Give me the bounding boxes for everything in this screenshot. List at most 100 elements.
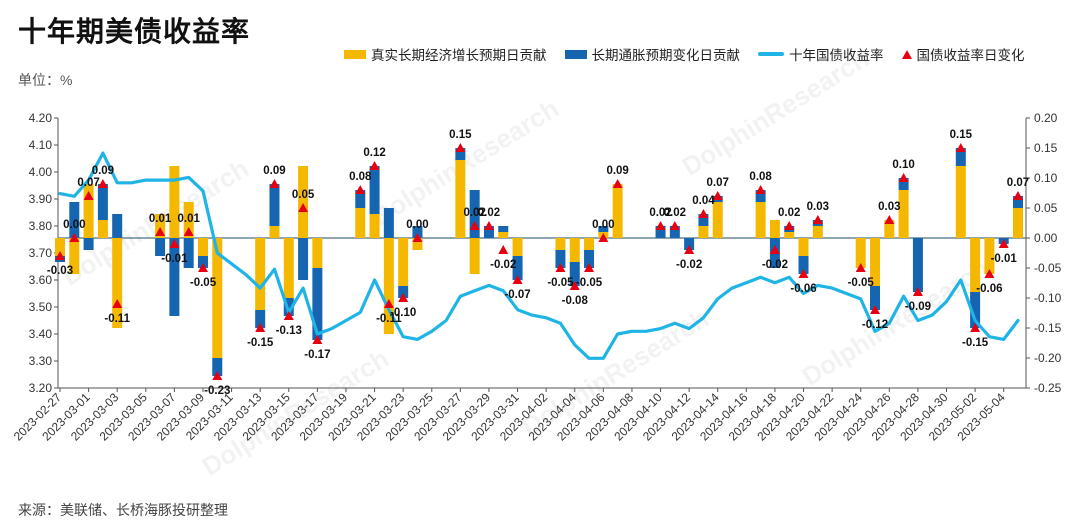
inflation-bar xyxy=(369,166,380,214)
change-marker xyxy=(298,203,309,212)
real-growth-bar xyxy=(569,238,580,262)
inflation-bar xyxy=(555,250,566,268)
data-label: -0.01 xyxy=(161,253,188,265)
legend-triangle-icon xyxy=(901,49,912,59)
yield-line xyxy=(58,151,1020,360)
data-label: 0.09 xyxy=(92,165,114,177)
data-label: 0.12 xyxy=(363,147,385,159)
watermark-text: DolphinResearch xyxy=(797,253,994,392)
data-label: -0.06 xyxy=(790,283,816,295)
real-growth-bar xyxy=(512,238,523,256)
data-label: -0.07 xyxy=(504,289,530,301)
real-growth-bar xyxy=(898,190,909,238)
inflation-bar xyxy=(655,226,666,238)
data-label: 0.07 xyxy=(77,177,99,189)
right-tick-label: 0.05 xyxy=(1034,201,1058,215)
left-tick-label: 3.30 xyxy=(29,354,53,368)
data-label: -0.08 xyxy=(562,295,589,307)
change-marker xyxy=(83,191,94,200)
inflation-bar xyxy=(1013,196,1023,208)
data-label: 0.02 xyxy=(478,207,500,219)
real-growth-bar xyxy=(255,238,266,310)
inflation-bar xyxy=(669,226,680,238)
real-growth-bar xyxy=(612,184,623,238)
inflation-bar xyxy=(169,238,180,316)
watermark-text: DolphinResearch xyxy=(677,43,874,182)
real-growth-bar xyxy=(469,238,480,274)
change-marker xyxy=(97,179,108,188)
right-tick-label: 0.00 xyxy=(1034,231,1058,245)
inflation-bar xyxy=(83,238,94,250)
inflation-bar xyxy=(155,238,166,256)
change-marker xyxy=(369,161,380,170)
change-marker xyxy=(584,263,595,272)
data-label: 0.03 xyxy=(807,201,829,213)
real-growth-bar xyxy=(412,238,423,250)
right-tick-label: -0.25 xyxy=(1034,381,1062,395)
change-marker xyxy=(355,185,366,194)
real-growth-bar xyxy=(298,166,309,238)
change-marker xyxy=(998,239,1009,248)
inflation-bar xyxy=(312,268,323,340)
inflation-bar xyxy=(283,298,294,316)
change-marker xyxy=(312,335,323,344)
legend: 真实长期经济增长预期日贡献 长期通胀预期变化日贡献 十年国债收益率 国债收益率日… xyxy=(344,44,1025,64)
real-growth-bar xyxy=(584,238,595,250)
change-marker xyxy=(498,245,509,254)
change-marker xyxy=(255,323,266,332)
change-marker xyxy=(412,233,423,242)
inflation-bar xyxy=(383,208,394,238)
data-label: 0.00 xyxy=(592,219,614,231)
real-growth-bar xyxy=(369,214,380,238)
legend-label: 长期通胀预期变化日贡献 xyxy=(591,48,741,63)
change-marker xyxy=(455,143,466,152)
real-growth-bar xyxy=(398,238,409,286)
left-tick-label: 3.60 xyxy=(29,273,53,287)
data-label: 0.15 xyxy=(449,129,472,141)
real-growth-bar xyxy=(55,238,65,256)
change-marker xyxy=(512,275,523,284)
change-marker xyxy=(669,221,680,230)
change-marker xyxy=(555,263,566,272)
change-marker xyxy=(955,143,966,152)
change-marker xyxy=(112,299,123,308)
real-growth-bar xyxy=(383,238,394,334)
data-label: 0.09 xyxy=(263,165,285,177)
legend-item-change: 国债收益率日变化 xyxy=(901,44,1025,64)
change-marker xyxy=(912,287,923,296)
real-growth-bar xyxy=(112,238,123,328)
change-marker xyxy=(212,371,223,380)
change-marker xyxy=(698,209,709,218)
change-marker xyxy=(712,191,723,200)
real-growth-bar xyxy=(812,226,823,238)
real-growth-bar xyxy=(1013,208,1023,238)
inflation-bar xyxy=(355,190,366,208)
change-marker xyxy=(197,263,208,272)
left-tick-label: 3.20 xyxy=(29,381,53,395)
data-label: -0.11 xyxy=(376,313,402,325)
inflation-bar xyxy=(255,310,266,328)
data-label: -0.11 xyxy=(104,313,130,325)
data-label: 0.00 xyxy=(63,219,85,231)
data-label: -0.03 xyxy=(47,265,73,277)
data-label: -0.01 xyxy=(991,253,1018,265)
inflation-bar xyxy=(197,256,208,268)
left-tick-label: 3.90 xyxy=(29,192,53,206)
data-label: -0.23 xyxy=(204,385,230,397)
change-marker xyxy=(798,269,809,278)
right-tick-label: -0.20 xyxy=(1034,351,1062,365)
real-growth-bar xyxy=(984,238,995,274)
legend-item-real-growth: 真实长期经济增长预期日贡献 xyxy=(344,44,547,64)
change-marker xyxy=(870,305,881,314)
inflation-bar xyxy=(212,358,223,376)
data-label: 0.08 xyxy=(349,171,372,183)
data-label: 0.07 xyxy=(707,177,729,189)
legend-item-inflation: 长期通胀预期变化日贡献 xyxy=(564,44,741,64)
change-marker xyxy=(984,269,995,278)
inflation-bar xyxy=(898,178,909,190)
data-label: 0.04 xyxy=(692,195,715,207)
change-marker xyxy=(970,323,981,332)
change-marker xyxy=(684,245,695,254)
inflation-bar xyxy=(412,226,423,238)
